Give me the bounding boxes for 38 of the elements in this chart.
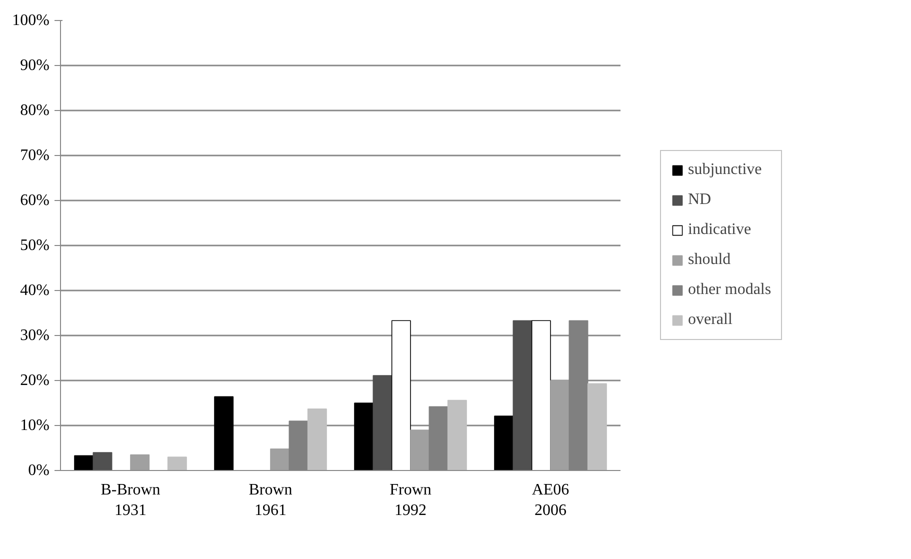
bar <box>550 380 570 470</box>
legend-label: other modals <box>688 281 772 299</box>
bar <box>447 400 467 470</box>
bar <box>214 396 234 470</box>
y-tick-label: 80% <box>20 102 50 119</box>
legend-label: indicative <box>688 221 752 239</box>
bar <box>167 456 187 470</box>
bar <box>270 448 290 470</box>
y-tick-label: 50% <box>20 237 50 254</box>
legend-label: subjunctive <box>688 161 762 179</box>
bar <box>354 402 374 470</box>
y-tick-label: 100% <box>12 12 50 29</box>
bar <box>410 430 430 470</box>
bar <box>494 416 514 470</box>
bar <box>74 455 94 470</box>
bar <box>531 320 551 470</box>
y-tick-label: 90% <box>20 57 50 74</box>
y-tick-label: 40% <box>20 282 50 299</box>
bar <box>130 454 150 470</box>
bar <box>307 408 327 470</box>
bar <box>512 320 532 470</box>
y-tick-label: 70% <box>20 147 50 164</box>
y-tick-label: 0% <box>28 462 50 479</box>
x-tick-label: AE06 2006 <box>532 482 570 519</box>
legend-label: should <box>688 251 731 269</box>
y-tick-label: 10% <box>20 417 50 434</box>
x-tick-label: B-Brown 1931 <box>100 482 160 519</box>
y-tick-label: 30% <box>20 327 50 344</box>
bar <box>372 375 392 470</box>
legend-label: ND <box>688 191 712 209</box>
bar <box>587 383 607 470</box>
y-tick-label: 60% <box>20 192 50 209</box>
legend-label: overall <box>688 311 732 329</box>
x-tick-label: Frown 1992 <box>390 482 432 519</box>
bar <box>92 452 112 470</box>
x-tick-label: Brown 1961 <box>248 482 292 519</box>
bar <box>391 320 411 470</box>
y-tick-label: 20% <box>20 372 50 389</box>
